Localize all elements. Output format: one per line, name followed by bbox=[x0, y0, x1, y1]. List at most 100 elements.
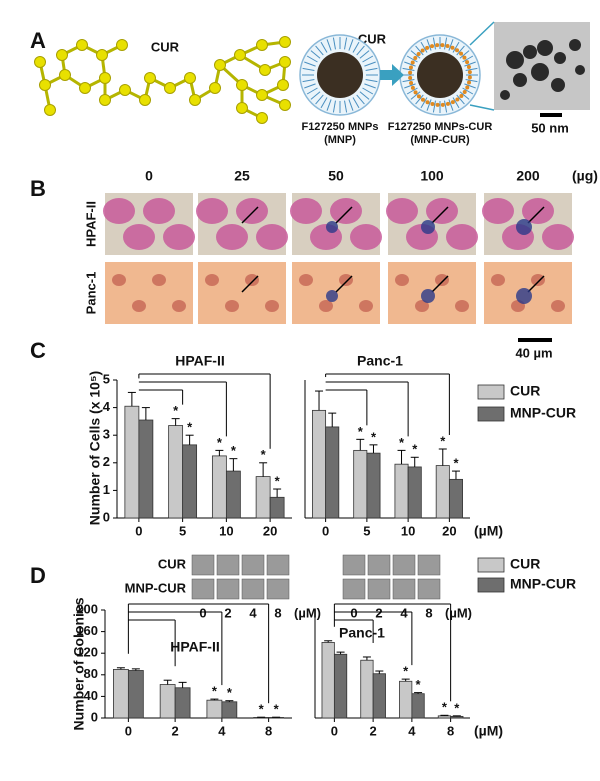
colony-well bbox=[417, 554, 441, 576]
cell bbox=[265, 300, 279, 312]
polymer-chain bbox=[432, 37, 436, 50]
iron-stain bbox=[421, 220, 435, 234]
bar bbox=[435, 465, 450, 519]
significance-star: * bbox=[403, 664, 409, 679]
tem-particle bbox=[500, 90, 510, 100]
significance-star: * bbox=[227, 685, 233, 700]
cell bbox=[196, 198, 228, 224]
polymer-chain bbox=[344, 37, 348, 50]
bar bbox=[312, 409, 327, 519]
curcumin-dot bbox=[420, 97, 425, 102]
tem-particle bbox=[523, 45, 537, 59]
colony-well bbox=[342, 554, 366, 576]
polymer-chain bbox=[356, 45, 365, 56]
x-tick-label: 2 bbox=[172, 723, 179, 738]
polymer-chain bbox=[448, 99, 454, 111]
x-tick-label: 5 bbox=[179, 523, 186, 538]
colony-well bbox=[392, 578, 416, 600]
curcumin-dot bbox=[420, 48, 425, 53]
cell bbox=[395, 274, 409, 286]
legend-label: CUR bbox=[510, 556, 540, 572]
curcumin-dot bbox=[467, 75, 472, 80]
x-tick-label: 8 bbox=[265, 723, 272, 738]
significance-star: * bbox=[412, 442, 418, 457]
significance-star: * bbox=[416, 677, 422, 692]
cell bbox=[542, 224, 574, 250]
magnetic-core bbox=[317, 52, 363, 98]
curcumin-dot bbox=[413, 55, 418, 60]
x-unit: (µM) bbox=[474, 723, 503, 739]
y-tick-label: 4 bbox=[103, 399, 111, 414]
cell bbox=[531, 274, 545, 286]
significance-star: * bbox=[399, 435, 405, 450]
polymer-chain bbox=[420, 97, 428, 109]
colony-well bbox=[367, 578, 391, 600]
curcumin-dot bbox=[459, 51, 464, 56]
polymer-chain bbox=[352, 97, 360, 109]
molecule-atom bbox=[184, 72, 196, 84]
polymer-chain bbox=[364, 83, 376, 89]
bar bbox=[138, 419, 154, 519]
molecule-atom bbox=[96, 49, 108, 61]
bar bbox=[124, 405, 140, 519]
cell bbox=[522, 198, 554, 224]
bar bbox=[168, 425, 184, 519]
polymer-chain bbox=[344, 100, 348, 113]
micrograph bbox=[105, 262, 193, 324]
column-label: 200 bbox=[516, 168, 540, 184]
polymer-chain bbox=[348, 99, 354, 111]
molecule-atom bbox=[34, 56, 46, 68]
significance-star: * bbox=[231, 443, 237, 458]
polymer-chain bbox=[315, 94, 324, 105]
molecule-label: CUR bbox=[151, 39, 180, 54]
polymer-chain bbox=[359, 50, 370, 59]
column-label: 25 bbox=[234, 168, 250, 184]
bar bbox=[450, 715, 464, 719]
molecule-atom bbox=[119, 84, 131, 96]
curcumin-dot bbox=[455, 97, 460, 102]
colony-column-label: 0 bbox=[199, 605, 206, 620]
curcumin-dot bbox=[408, 65, 413, 70]
curcumin-dot bbox=[450, 45, 455, 50]
chart-title: HPAF-II bbox=[175, 353, 225, 369]
polymer-chain bbox=[302, 67, 315, 71]
row-label: Panc-1 bbox=[83, 272, 98, 315]
colony-column-label: 4 bbox=[400, 605, 408, 620]
x-tick-label: 10 bbox=[401, 523, 415, 538]
polymer-chain bbox=[352, 41, 360, 53]
y-tick-label: 5 bbox=[103, 371, 110, 386]
y-tick-label: 120 bbox=[76, 645, 98, 660]
bar bbox=[127, 670, 144, 719]
y-tick-label: 200 bbox=[76, 601, 98, 616]
panel-label: B bbox=[30, 176, 46, 201]
bar bbox=[159, 684, 176, 719]
colony-well bbox=[266, 578, 290, 600]
curcumin-dot bbox=[445, 101, 450, 106]
bar bbox=[321, 642, 335, 719]
significance-star: * bbox=[259, 702, 265, 717]
bar bbox=[225, 470, 241, 519]
molecule-atom bbox=[256, 112, 268, 124]
molecule-atom bbox=[259, 64, 271, 76]
panel-label: D bbox=[30, 563, 46, 588]
x-tick-label: 4 bbox=[218, 723, 226, 738]
curcumin-dot bbox=[413, 90, 418, 95]
molecule-atom bbox=[277, 79, 289, 91]
cell bbox=[245, 274, 259, 286]
polymer-chain bbox=[420, 41, 428, 53]
cell bbox=[132, 300, 146, 312]
tem-particle bbox=[554, 52, 566, 64]
panel-label: C bbox=[30, 338, 46, 363]
bar bbox=[372, 673, 386, 719]
cell bbox=[143, 198, 175, 224]
x-tick-label: 10 bbox=[219, 523, 233, 538]
molecule-atom bbox=[214, 59, 226, 71]
colony-well bbox=[191, 578, 215, 600]
iron-stain bbox=[326, 221, 338, 233]
bar bbox=[182, 444, 198, 519]
arrow-marker bbox=[431, 206, 449, 224]
polymer-chain bbox=[326, 99, 332, 111]
molecule-atom bbox=[209, 82, 221, 94]
unit-label: (µg) bbox=[572, 168, 598, 184]
colony-well bbox=[367, 554, 391, 576]
